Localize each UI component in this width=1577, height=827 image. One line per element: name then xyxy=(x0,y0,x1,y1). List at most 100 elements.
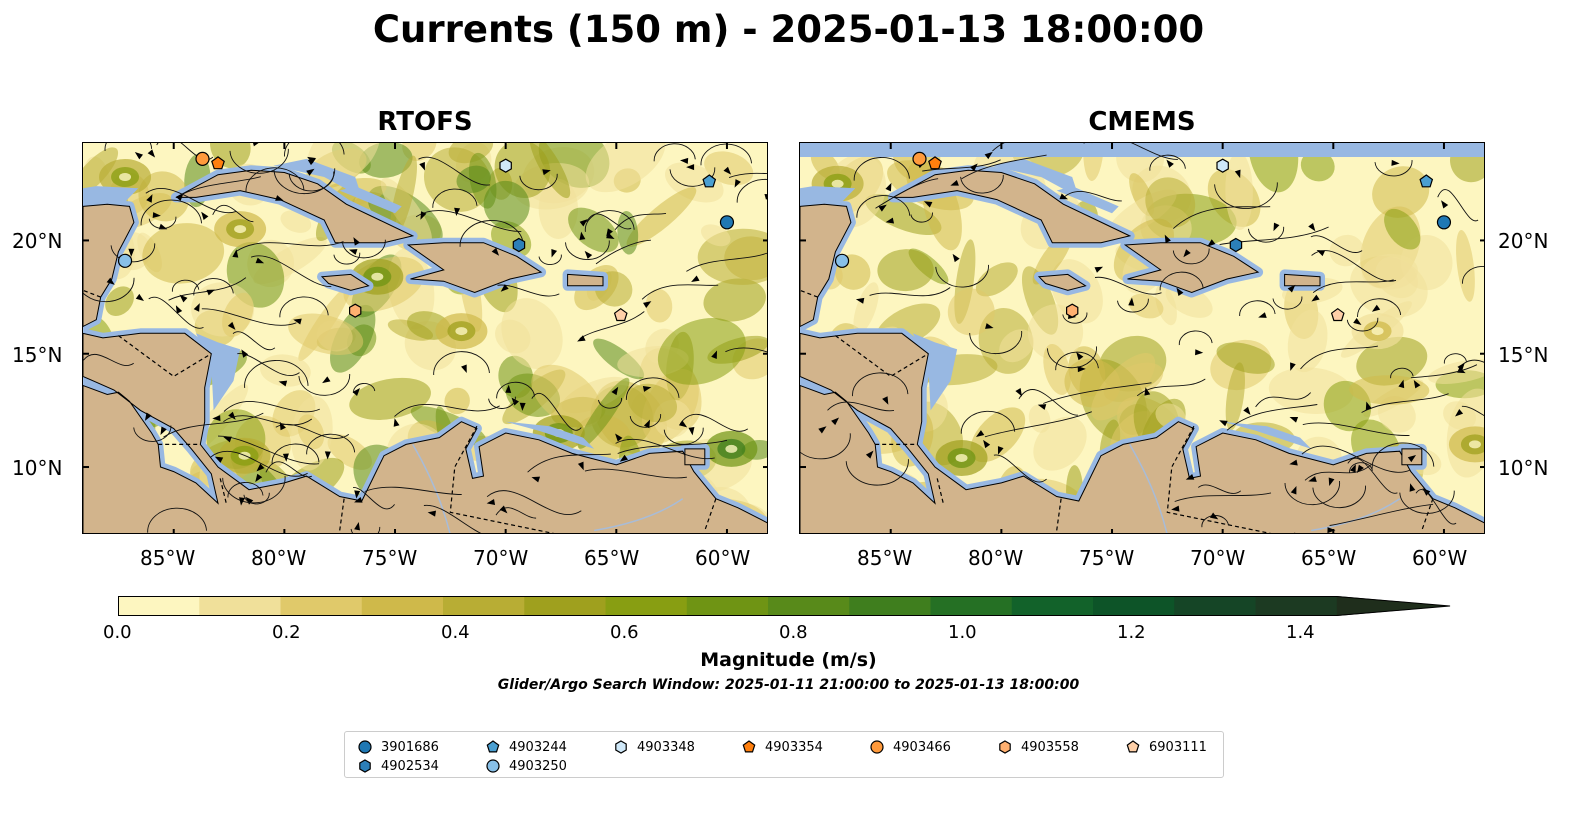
lat-label-right-15: 15°N xyxy=(1498,343,1549,367)
float-legend: 3901686 4902534 4903244 4903250 4903348 49033… xyxy=(344,731,1224,778)
float-marker-4903558 xyxy=(349,303,362,318)
lon-label-65: 65°W xyxy=(584,546,640,570)
legend-item-4903558: 4903558 xyxy=(997,738,1079,756)
float-marker-4902534 xyxy=(359,759,371,773)
figure-title: Currents (150 m) - 2025-01-13 18:00:00 xyxy=(372,8,1205,51)
colorbar-segment xyxy=(118,596,200,616)
map-panel-cmems[interactable] xyxy=(799,142,1485,534)
lat-label-left-10: 10°N xyxy=(12,456,63,480)
colorbar-segment xyxy=(1011,596,1094,616)
float-marker-4903348 xyxy=(1216,158,1229,173)
circle-marker-icon xyxy=(486,759,500,773)
colorbar xyxy=(118,596,1451,616)
float-marker-3901686 xyxy=(1436,215,1452,230)
lat-label-left-20: 20°N xyxy=(12,229,63,253)
lon-label-70: 70°W xyxy=(473,546,529,570)
colorbar-segment xyxy=(1336,596,1451,616)
colorbar-tick-label: 0.6 xyxy=(610,622,639,643)
legend-item-4903244: 4903244 xyxy=(485,738,567,756)
float-marker-6903111 xyxy=(1330,307,1345,322)
colorbar-segment xyxy=(930,596,1013,616)
pentagon-marker-icon xyxy=(742,740,756,753)
colorbar-tick-label: 1.0 xyxy=(948,622,977,643)
lon-label-75: 75°W xyxy=(1079,546,1135,570)
legend-label: 4903244 xyxy=(509,739,567,755)
float-marker-4903244 xyxy=(1419,174,1434,188)
legend-label: 3901686 xyxy=(381,739,439,755)
colorbar-title: Magnitude (m/s) xyxy=(700,649,877,671)
float-marker-4903250 xyxy=(117,253,133,268)
circle-marker-icon xyxy=(870,740,884,754)
circle-marker-icon xyxy=(358,740,372,754)
colorbar-segment xyxy=(199,596,281,616)
colorbar-tick-label: 0.2 xyxy=(272,622,301,643)
legend-label: 4903250 xyxy=(509,758,567,774)
legend-item-4902534: 4902534 xyxy=(357,757,439,775)
float-marker-4903348 xyxy=(499,158,512,173)
lon-label-80: 80°W xyxy=(968,546,1024,570)
colorbar-segment xyxy=(849,596,931,616)
float-marker-4903244 xyxy=(702,174,717,188)
lon-label-85: 85°W xyxy=(140,546,196,570)
panel-title-cmems: CMEMS xyxy=(1088,107,1196,137)
colorbar-segment xyxy=(443,596,525,616)
lon-label-60: 60°W xyxy=(695,546,751,570)
float-marker-4903466 xyxy=(870,740,884,754)
colorbar-segment xyxy=(524,596,606,616)
lon-label-60: 60°W xyxy=(1412,546,1468,570)
colorbar-tick-label: 0.0 xyxy=(103,622,132,643)
float-marker-3901686 xyxy=(719,215,735,230)
legend-label: 4903558 xyxy=(1021,739,1079,755)
lat-label-right-20: 20°N xyxy=(1498,229,1549,253)
legend-item-4903466: 4903466 xyxy=(869,738,951,756)
float-marker-4903354 xyxy=(928,156,942,170)
colorbar-segment xyxy=(768,596,850,616)
lon-label-70: 70°W xyxy=(1190,546,1246,570)
colorbar-tick-label: 1.4 xyxy=(1286,622,1315,643)
float-marker-4903250 xyxy=(834,253,850,268)
colorbar-segment xyxy=(1255,596,1338,616)
float-marker-6903111 xyxy=(613,307,628,322)
legend-label: 4903354 xyxy=(765,739,823,755)
float-marker-4903354 xyxy=(211,156,225,170)
legend-label: 4903348 xyxy=(637,739,695,755)
lat-label-left-15: 15°N xyxy=(12,343,63,367)
float-marker-4902534 xyxy=(512,237,526,253)
map-panel-rtofs[interactable] xyxy=(82,142,768,534)
colorbar-segment xyxy=(686,596,769,616)
legend-label: 4902534 xyxy=(381,758,439,774)
lon-label-65: 65°W xyxy=(1301,546,1357,570)
colorbar-segment xyxy=(361,596,444,616)
float-marker-3901686 xyxy=(358,740,372,754)
pentagon-marker-icon xyxy=(1126,740,1140,753)
hexagon-marker-icon xyxy=(359,759,371,773)
search-window-note: Glider/Argo Search Window: 2025-01-11 21… xyxy=(497,677,1080,693)
float-marker-6903111 xyxy=(1126,740,1140,753)
legend-item-4903348: 4903348 xyxy=(613,738,695,756)
float-marker-4903244 xyxy=(486,740,500,753)
float-marker-4903558 xyxy=(999,740,1011,754)
legend-item-4903354: 4903354 xyxy=(741,738,823,756)
lon-label-85: 85°W xyxy=(857,546,913,570)
lon-label-75: 75°W xyxy=(362,546,418,570)
colorbar-tick-label: 0.8 xyxy=(779,622,808,643)
colorbar-segment xyxy=(605,596,688,616)
panel-title-rtofs: RTOFS xyxy=(377,107,473,137)
legend-item-4903250: 4903250 xyxy=(485,757,567,775)
colorbar-tick-label: 1.2 xyxy=(1117,622,1146,643)
float-marker-4903466 xyxy=(912,151,927,166)
legend-label: 4903466 xyxy=(893,739,951,755)
lat-label-right-10: 10°N xyxy=(1498,456,1549,480)
float-marker-4903558 xyxy=(1066,303,1079,318)
colorbar-segment xyxy=(1174,596,1256,616)
legend-label: 6903111 xyxy=(1149,739,1207,755)
pentagon-marker-icon xyxy=(486,740,500,753)
hexagon-marker-icon xyxy=(999,740,1011,754)
legend-item-3901686: 3901686 xyxy=(357,738,439,756)
hexagon-marker-icon xyxy=(615,740,627,754)
float-marker-4903466 xyxy=(195,151,210,166)
colorbar-segment xyxy=(280,596,363,616)
colorbar-segment xyxy=(1093,596,1175,616)
float-marker-4903250 xyxy=(486,759,500,773)
float-marker-4903348 xyxy=(615,740,627,754)
